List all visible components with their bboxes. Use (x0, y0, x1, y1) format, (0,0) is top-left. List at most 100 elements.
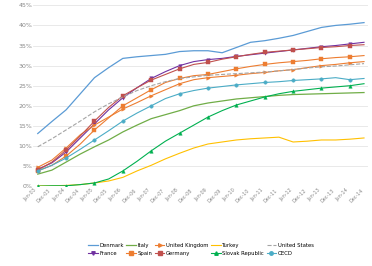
Germany (121, 94, 125, 97)
Spain (206, 73, 210, 76)
Spain (64, 155, 68, 158)
Turkey (333, 138, 338, 142)
Denmark (305, 30, 310, 33)
OECD (35, 169, 40, 173)
Slovak Republic (177, 132, 182, 135)
Slovak Republic (248, 99, 253, 103)
Denmark (319, 26, 324, 29)
Spain (92, 128, 97, 131)
Spain (277, 61, 281, 64)
Turkey (35, 184, 40, 187)
Spain (135, 96, 139, 99)
OECD (135, 111, 139, 115)
Spain (291, 60, 295, 63)
Line: United Kingdom: United Kingdom (36, 60, 366, 169)
Germany (248, 53, 253, 56)
United Kingdom (263, 71, 267, 74)
United States (135, 89, 139, 92)
Turkey (121, 176, 125, 179)
Denmark (135, 55, 139, 58)
Spain (149, 88, 154, 91)
Germany (192, 63, 196, 66)
Italy (177, 109, 182, 112)
Spain (78, 142, 83, 146)
United Kingdom (149, 94, 154, 97)
United States (347, 63, 352, 66)
United States (35, 145, 40, 148)
OECD (319, 77, 324, 81)
France (333, 44, 338, 47)
Denmark (106, 66, 111, 69)
Denmark (64, 108, 68, 111)
France (248, 53, 253, 56)
Slovak Republic (234, 103, 238, 107)
Turkey (305, 140, 310, 143)
Denmark (149, 54, 154, 57)
United States (206, 74, 210, 77)
Turkey (220, 140, 224, 144)
Denmark (248, 41, 253, 44)
United States (248, 71, 253, 74)
OECD (177, 92, 182, 95)
Denmark (163, 53, 168, 56)
Spain (333, 56, 338, 59)
United Kingdom (362, 60, 366, 63)
France (149, 77, 154, 80)
France (92, 122, 97, 126)
Italy (206, 101, 210, 105)
Italy (277, 94, 281, 97)
Line: Slovak Republic: Slovak Republic (36, 82, 366, 188)
France (319, 45, 324, 48)
Italy (291, 93, 295, 96)
France (220, 57, 224, 60)
Denmark (277, 37, 281, 40)
Slovak Republic (135, 160, 139, 163)
France (135, 86, 139, 89)
Turkey (291, 140, 295, 144)
Germany (106, 106, 111, 109)
Slovak Republic (35, 185, 40, 188)
Germany (362, 43, 366, 46)
OECD (220, 85, 224, 88)
France (121, 96, 125, 99)
Denmark (234, 46, 238, 49)
Denmark (263, 39, 267, 42)
Italy (92, 145, 97, 148)
Slovak Republic (206, 115, 210, 119)
Denmark (177, 50, 182, 53)
Spain (220, 70, 224, 73)
Turkey (206, 142, 210, 146)
Germany (64, 148, 68, 152)
OECD (206, 86, 210, 90)
Slovak Republic (78, 183, 83, 186)
Italy (149, 117, 154, 120)
Denmark (206, 49, 210, 52)
Spain (263, 63, 267, 66)
Slovak Republic (263, 95, 267, 99)
United Kingdom (220, 75, 224, 78)
United Kingdom (248, 72, 253, 75)
Slovak Republic (277, 92, 281, 95)
OECD (106, 129, 111, 132)
United Kingdom (121, 107, 125, 111)
OECD (50, 164, 54, 167)
Slovak Republic (319, 86, 324, 90)
Germany (277, 49, 281, 53)
Slovak Republic (121, 169, 125, 173)
Slovak Republic (50, 184, 54, 187)
Italy (347, 91, 352, 94)
France (263, 52, 267, 55)
Legend: Denmark, France, Italy, Spain, United Kingdom, Germany, Turkey, Slovak Republic,: Denmark, France, Italy, Spain, United Ki… (88, 243, 314, 256)
Turkey (50, 184, 54, 187)
Turkey (277, 136, 281, 139)
United States (50, 137, 54, 140)
Denmark (220, 51, 224, 54)
United Kingdom (277, 69, 281, 72)
OECD (121, 119, 125, 123)
Slovak Republic (64, 184, 68, 187)
France (347, 42, 352, 45)
Italy (78, 152, 83, 156)
Germany (50, 160, 54, 164)
Turkey (248, 137, 253, 140)
Denmark (192, 49, 196, 52)
